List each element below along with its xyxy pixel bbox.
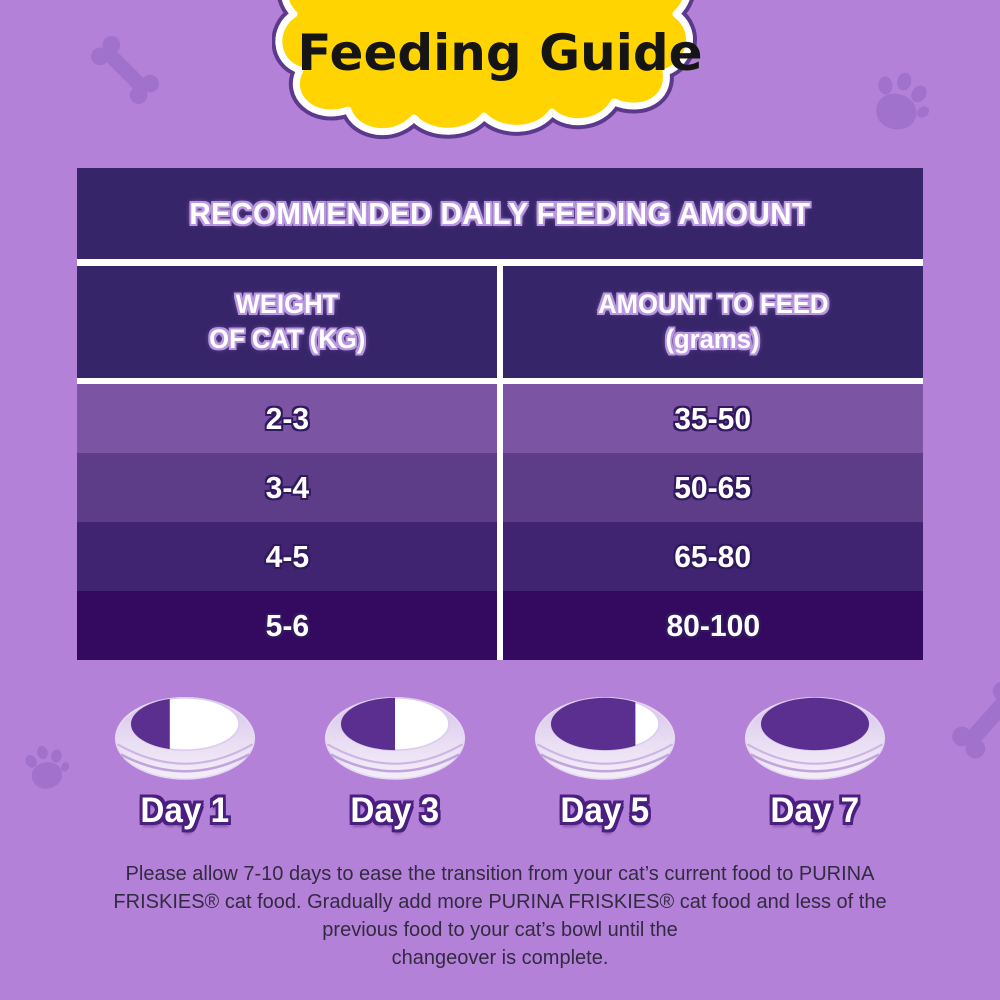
day-label: Day 3 [350, 791, 440, 830]
title-banner-cloud [271, 0, 728, 142]
note-line: changeover is complete. [391, 947, 609, 969]
paw-icon [861, 63, 938, 139]
table-row: 5-6 80-100 [77, 591, 923, 660]
note-line: FRISKIES® cat food. Gradually add more P… [113, 891, 887, 913]
bowl-icon [324, 696, 466, 780]
column-header-amount: AMOUNT TO FEED (grams) [503, 266, 923, 378]
bone-icon [86, 31, 164, 109]
divider [497, 266, 503, 378]
bowl-icon [114, 696, 256, 780]
divider [77, 378, 923, 384]
amount-value: 65-80 [674, 538, 752, 574]
bowl-icon [744, 696, 886, 780]
table-row: 3-4 50-65 [77, 453, 923, 522]
weight-value: 2-3 [265, 400, 309, 436]
table-row: 4-5 65-80 [77, 522, 923, 591]
note-line: Please allow 7-10 days to ease the trans… [125, 863, 875, 885]
transition-note: Please allow 7-10 days to ease the trans… [70, 860, 930, 972]
feeding-table: RECOMMENDED DAILY FEEDING AMOUNT WEIGHT … [77, 168, 923, 660]
transition-day-5: Day 5 [500, 690, 710, 831]
amount-value: 50-65 [674, 469, 752, 505]
weight-value: 3-4 [265, 469, 309, 505]
table-title: RECOMMENDED DAILY FEEDING AMOUNT [189, 195, 811, 231]
bone-icon [947, 676, 1000, 764]
transition-days-row: Day 1 Day 3 Day 5 [80, 690, 920, 831]
divider [77, 259, 923, 266]
transition-day-7: Day 7 [710, 690, 920, 831]
amount-value: 80-100 [666, 607, 760, 643]
cloud-shape [275, 0, 693, 136]
table-column-headers: WEIGHT OF CAT (KG) AMOUNT TO FEED (grams… [77, 266, 923, 378]
amount-value: 35-50 [674, 400, 752, 436]
day-label: Day 5 [560, 791, 650, 830]
page-title: Feeding Guide [297, 24, 703, 82]
column-header-weight: WEIGHT OF CAT (KG) [77, 266, 497, 378]
note-line: previous food to your cat’s bowl until t… [322, 919, 678, 941]
table-title-bar: RECOMMENDED DAILY FEEDING AMOUNT [77, 168, 923, 259]
bowl-icon [534, 696, 676, 780]
weight-value: 5-6 [265, 607, 309, 643]
table-row: 2-3 35-50 [77, 384, 923, 453]
weight-value: 4-5 [265, 538, 309, 574]
transition-day-3: Day 3 [290, 690, 500, 831]
day-label: Day 7 [770, 791, 860, 830]
day-label: Day 1 [140, 791, 230, 830]
transition-day-1: Day 1 [80, 690, 290, 831]
paw-icon [18, 740, 75, 795]
